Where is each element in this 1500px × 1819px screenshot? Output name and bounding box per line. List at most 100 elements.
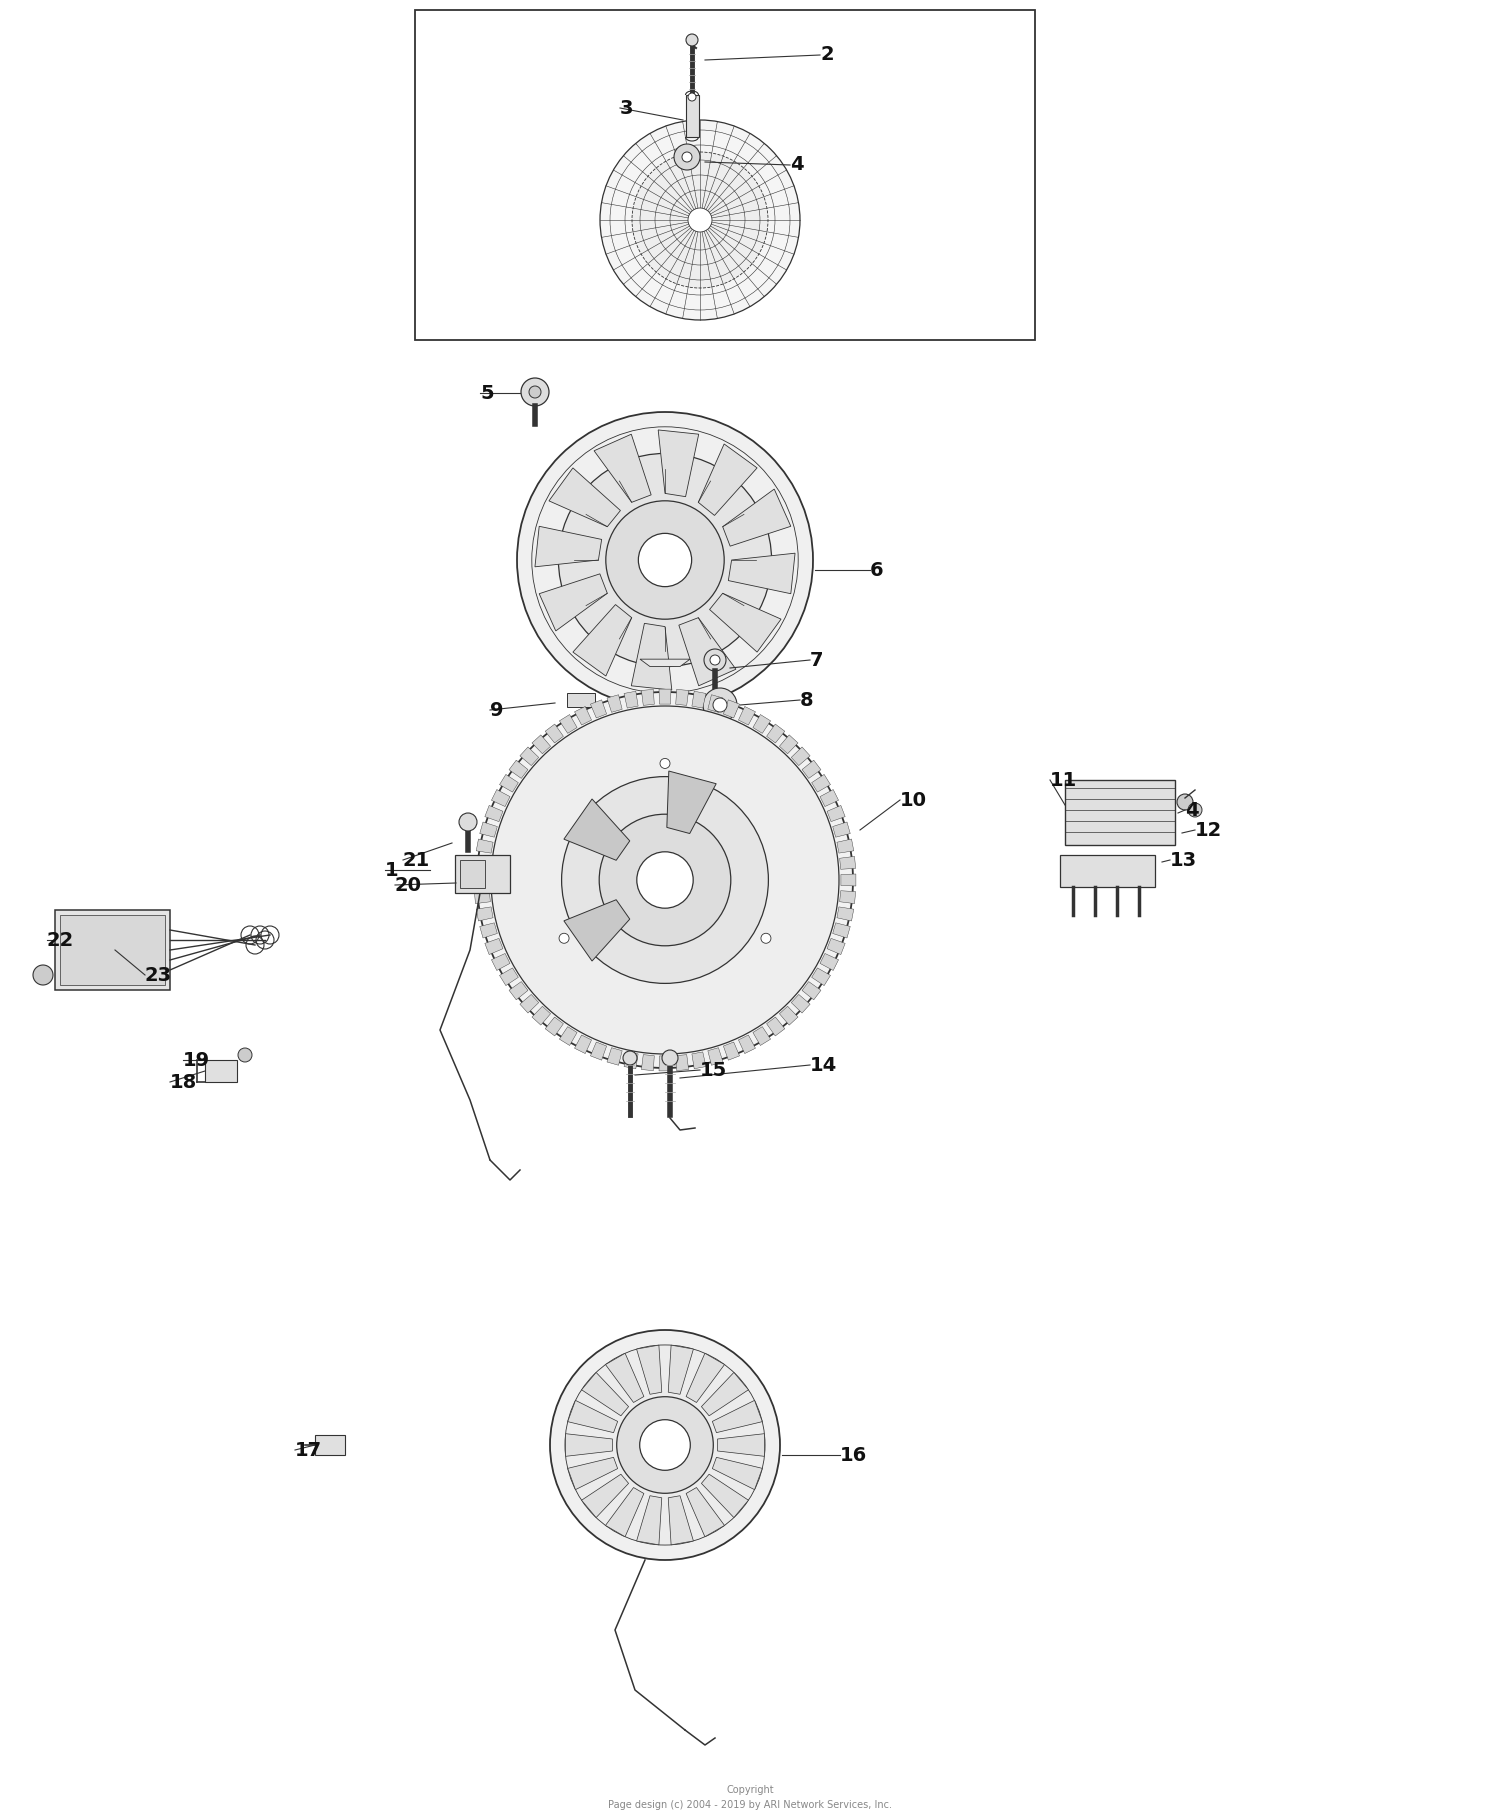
Polygon shape <box>574 1035 591 1053</box>
Polygon shape <box>837 908 854 920</box>
Circle shape <box>639 1419 690 1470</box>
Text: 20: 20 <box>394 875 422 895</box>
Text: 17: 17 <box>296 1441 322 1459</box>
Polygon shape <box>474 891 490 904</box>
Polygon shape <box>686 1488 724 1537</box>
Polygon shape <box>792 748 810 766</box>
Polygon shape <box>624 1051 638 1070</box>
Polygon shape <box>802 982 820 1000</box>
Circle shape <box>712 698 728 711</box>
Polygon shape <box>532 1006 550 1026</box>
Polygon shape <box>480 922 498 939</box>
Polygon shape <box>560 715 578 733</box>
Bar <box>1065 780 1174 846</box>
Polygon shape <box>544 1017 564 1037</box>
Circle shape <box>560 933 568 944</box>
Circle shape <box>490 706 838 1053</box>
Polygon shape <box>474 857 490 869</box>
Polygon shape <box>532 735 550 753</box>
Polygon shape <box>710 593 782 651</box>
Polygon shape <box>668 1495 693 1544</box>
Circle shape <box>1178 795 1192 809</box>
Text: 3: 3 <box>620 98 633 118</box>
Polygon shape <box>608 695 622 713</box>
Text: 6: 6 <box>870 560 883 580</box>
Bar <box>686 95 699 136</box>
Text: 13: 13 <box>1170 851 1197 869</box>
Text: 7: 7 <box>810 651 824 669</box>
Text: 4: 4 <box>1185 800 1198 820</box>
Polygon shape <box>520 748 538 766</box>
Polygon shape <box>567 1457 618 1490</box>
Circle shape <box>710 655 720 666</box>
Polygon shape <box>608 1048 622 1066</box>
Polygon shape <box>624 691 638 708</box>
Text: 21: 21 <box>404 851 430 869</box>
Polygon shape <box>520 995 538 1013</box>
Text: 19: 19 <box>183 1051 210 1070</box>
Circle shape <box>688 207 712 233</box>
Circle shape <box>600 120 800 320</box>
Circle shape <box>622 1051 638 1064</box>
Polygon shape <box>802 760 820 779</box>
Polygon shape <box>708 1048 723 1066</box>
Text: 9: 9 <box>490 700 504 720</box>
Text: 18: 18 <box>170 1073 198 1091</box>
Polygon shape <box>480 822 498 837</box>
Circle shape <box>704 688 736 722</box>
Text: 23: 23 <box>146 966 172 984</box>
Bar <box>460 860 484 888</box>
Text: 10: 10 <box>900 791 927 809</box>
Text: ARI PartStream™: ARI PartStream™ <box>634 973 766 988</box>
Polygon shape <box>708 695 723 713</box>
Circle shape <box>660 759 670 768</box>
Polygon shape <box>636 1495 662 1544</box>
Polygon shape <box>476 908 494 920</box>
Polygon shape <box>753 1026 771 1046</box>
Polygon shape <box>500 968 519 986</box>
Polygon shape <box>538 573 608 631</box>
Text: 8: 8 <box>800 691 813 709</box>
Polygon shape <box>692 1051 706 1070</box>
Circle shape <box>760 933 771 944</box>
Polygon shape <box>640 658 690 666</box>
Circle shape <box>530 386 542 398</box>
Circle shape <box>477 691 854 1068</box>
Circle shape <box>1188 802 1202 817</box>
Text: 2: 2 <box>821 45 834 64</box>
Circle shape <box>558 453 771 666</box>
Text: 11: 11 <box>1050 771 1077 789</box>
Polygon shape <box>668 1344 693 1395</box>
Bar <box>416 9 1035 340</box>
Polygon shape <box>780 1006 798 1026</box>
Polygon shape <box>476 839 494 853</box>
Polygon shape <box>840 857 855 869</box>
Polygon shape <box>560 1026 578 1046</box>
Circle shape <box>632 153 768 287</box>
Text: 14: 14 <box>810 1055 837 1075</box>
Circle shape <box>459 813 477 831</box>
Polygon shape <box>500 775 519 791</box>
Circle shape <box>686 35 698 45</box>
Polygon shape <box>591 700 606 719</box>
Polygon shape <box>821 789 839 806</box>
Polygon shape <box>658 689 670 704</box>
Polygon shape <box>591 1042 606 1060</box>
Polygon shape <box>567 1401 618 1433</box>
Bar <box>60 915 165 986</box>
Circle shape <box>520 378 549 406</box>
Polygon shape <box>840 891 855 904</box>
Circle shape <box>688 93 696 102</box>
Polygon shape <box>636 1344 662 1395</box>
Polygon shape <box>573 604 632 677</box>
Bar <box>315 1435 345 1455</box>
Circle shape <box>704 649 726 671</box>
Circle shape <box>638 851 693 908</box>
Polygon shape <box>702 1473 748 1517</box>
Polygon shape <box>738 706 756 726</box>
Polygon shape <box>692 691 706 708</box>
Circle shape <box>682 153 692 162</box>
Polygon shape <box>474 873 489 886</box>
Polygon shape <box>686 1353 724 1402</box>
Polygon shape <box>827 939 844 955</box>
